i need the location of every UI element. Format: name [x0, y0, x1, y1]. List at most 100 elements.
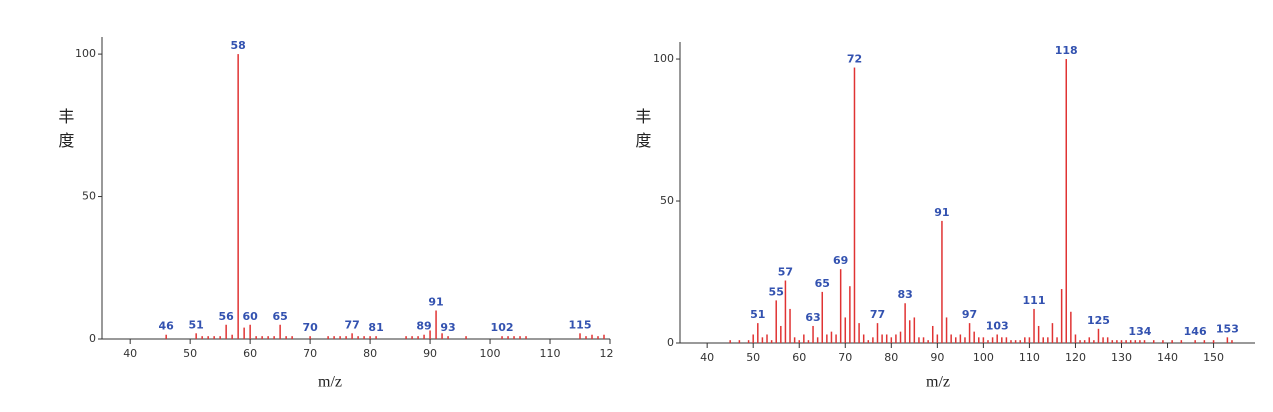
peak [899, 331, 902, 343]
peak [839, 269, 842, 343]
peak-label: 103 [986, 319, 1009, 332]
peak [1060, 289, 1063, 343]
peak [936, 334, 939, 343]
peak [165, 334, 167, 339]
y-tick-label: 50 [660, 194, 674, 207]
peak [964, 337, 966, 343]
peak [597, 336, 599, 339]
peak-label: 70 [302, 321, 318, 334]
peak-label: 72 [847, 53, 862, 66]
peak [973, 331, 975, 343]
x-axis-label: m/z [318, 374, 342, 391]
peak [255, 336, 257, 339]
y-tick-label: 0 [667, 336, 674, 349]
peak [1001, 337, 1003, 343]
x-tick-label: 70 [838, 351, 852, 364]
peak [585, 336, 587, 339]
x-tick-label: 90 [423, 347, 437, 360]
peak [738, 340, 741, 343]
peak [525, 336, 527, 339]
x-tick-label: 40 [123, 347, 137, 360]
peak [273, 336, 275, 339]
peak [213, 336, 215, 339]
peak-label: 51 [750, 308, 765, 321]
peak [1070, 311, 1072, 343]
x-tick-label: 50 [746, 351, 760, 364]
peak [201, 336, 203, 339]
peak [351, 333, 353, 339]
left-chart: 0 50 100 40 50 60 70 80 90 100 110 120 丰度 m/z 46 51 56 58… [55, 37, 613, 391]
peak [729, 340, 731, 343]
peak [1019, 340, 1021, 343]
peak [918, 337, 920, 343]
peak [770, 340, 773, 343]
peak [1005, 337, 1008, 343]
peak [195, 333, 197, 339]
peak [1194, 340, 1196, 343]
peak-label: 77 [344, 318, 359, 331]
peak [849, 286, 851, 343]
peak [465, 336, 467, 339]
peak [968, 323, 971, 343]
peak [1056, 337, 1058, 343]
peak [513, 336, 515, 339]
y-tick-label: 50 [82, 190, 96, 203]
peak [429, 330, 431, 339]
peak [579, 333, 581, 339]
peak [1106, 337, 1109, 343]
peak [261, 336, 263, 339]
peak [867, 340, 870, 343]
peak-label: 69 [833, 254, 848, 267]
peak-label: 58 [230, 39, 245, 52]
x-tick-label: 90 [930, 351, 944, 364]
peak-label: 65 [272, 310, 287, 323]
peak [1037, 325, 1040, 343]
peak-label: 83 [897, 288, 912, 301]
peak-label: 134 [1128, 325, 1151, 338]
peak-label: 93 [440, 321, 455, 334]
peak [1116, 340, 1118, 343]
peak [1171, 340, 1173, 343]
peak [285, 336, 287, 339]
peak [826, 334, 828, 343]
y-tick-label: 100 [653, 52, 674, 65]
peak-label: 57 [778, 266, 793, 279]
peak [405, 336, 407, 339]
peak-label: 55 [769, 285, 784, 298]
peak [996, 334, 998, 343]
peak [501, 336, 503, 339]
peak [249, 324, 251, 339]
peak [853, 67, 856, 343]
peak [1074, 334, 1077, 343]
x-tick-label: 110 [540, 347, 561, 360]
peak [327, 336, 329, 339]
y-tick-label: 100 [75, 47, 96, 60]
peak [950, 334, 952, 343]
peak [1125, 340, 1127, 343]
x-tick-label: 80 [884, 351, 898, 364]
peak [507, 336, 509, 339]
peak [922, 337, 925, 343]
x-tick-label: 110 [1019, 351, 1040, 364]
peak [978, 337, 980, 343]
peak [369, 336, 371, 339]
peak [890, 337, 893, 343]
peak-label: 125 [1087, 314, 1110, 327]
peak [1203, 340, 1206, 343]
peak [895, 334, 897, 343]
peak [784, 280, 787, 343]
peak [1093, 340, 1095, 343]
peak [885, 334, 888, 343]
peak [807, 340, 810, 343]
x-tick-label: 60 [792, 351, 806, 364]
peak [908, 320, 911, 343]
peak [862, 334, 865, 343]
peak-label: 89 [416, 320, 431, 333]
peak [830, 331, 833, 343]
peak-label: 77 [870, 308, 885, 321]
peak [1097, 328, 1100, 343]
peak-label: 91 [428, 296, 443, 309]
x-tick-label: 70 [303, 347, 317, 360]
x-tick-label: 100 [480, 347, 501, 360]
